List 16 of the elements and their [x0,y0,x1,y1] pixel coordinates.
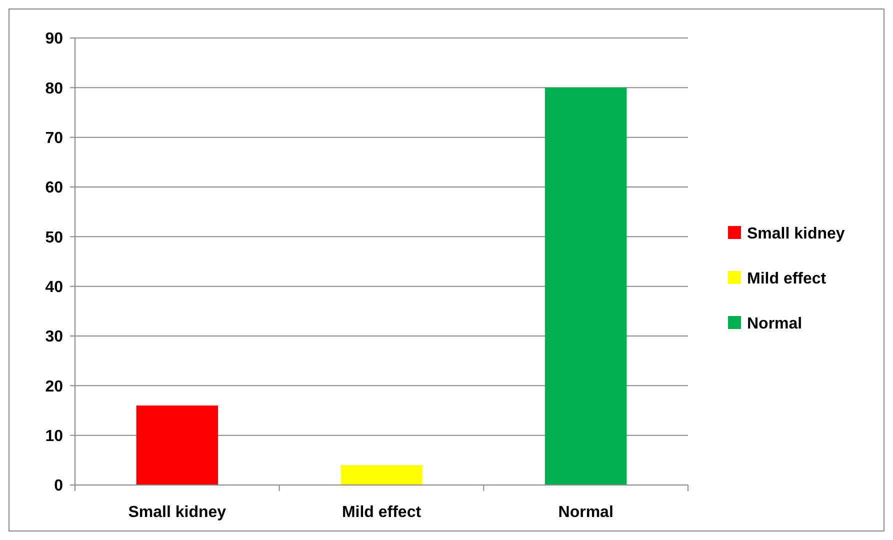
y-tick-label: 0 [54,478,64,495]
legend-label: Normal [747,316,802,333]
legend-label: Mild effect [747,270,827,288]
y-tick-label: 50 [45,229,64,246]
x-tick-label: Normal [558,504,614,521]
y-tick-label: 80 [45,80,64,98]
y-tick-label: 10 [45,428,64,445]
y-tick-label: 60 [45,180,64,197]
y-tick-label: 70 [45,130,64,147]
x-tick-label: Mild effect [342,504,422,521]
y-tick-label: 30 [45,328,64,346]
y-tick-label: 40 [45,278,64,296]
y-tick-label: 90 [45,30,64,48]
y-tick-label: 20 [45,378,64,396]
x-tick-label: Small kidney [128,504,226,521]
legend-label: Small kidney [747,226,845,243]
